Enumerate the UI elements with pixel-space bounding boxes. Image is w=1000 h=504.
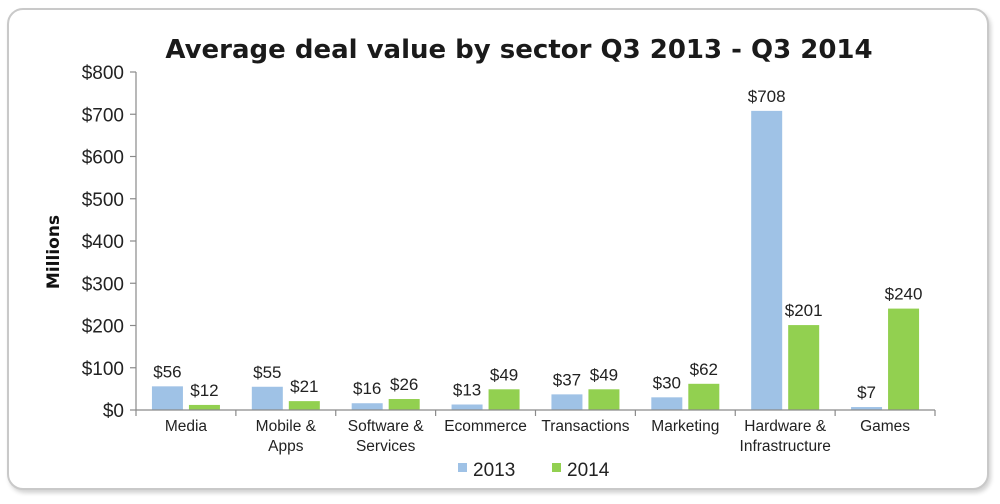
- bar-2014: [688, 383, 720, 410]
- x-tick-label: Transactions: [541, 418, 629, 435]
- chart-title: Average deal value by sector Q3 2013 - Q…: [165, 35, 872, 65]
- data-label-2014: $49: [590, 365, 618, 384]
- y-tick-label: $800: [82, 63, 124, 84]
- x-tick-label: Software & Services: [348, 418, 424, 455]
- data-label-2014: $201: [785, 301, 823, 320]
- x-tick-label: Marketing: [651, 418, 719, 435]
- x-axis: Media Mobile & Apps Software & Services Ecomm…: [135, 409, 936, 455]
- data-label-2013: $13: [453, 381, 481, 400]
- bar-2014: [388, 399, 420, 410]
- legend-swatch-2014: [552, 463, 561, 472]
- y-tick-label: $600: [82, 148, 124, 169]
- data-label-2013: $55: [253, 363, 281, 382]
- x-tick-label: Hardware & Infrastructure: [740, 418, 831, 455]
- legend-label-2013: 2013: [473, 460, 515, 481]
- bar-2014: [488, 389, 520, 410]
- x-tick-label: Games: [860, 418, 910, 435]
- y-tick-label: $700: [82, 105, 124, 126]
- data-label-2013: $7: [857, 383, 876, 402]
- bar-2013: [351, 403, 383, 410]
- bar-2013: [851, 407, 883, 410]
- y-tick-label: $300: [82, 274, 124, 295]
- x-tick-label: Media: [165, 418, 208, 435]
- legend: 2013 2014: [458, 460, 610, 481]
- data-label-2014: $12: [190, 381, 218, 400]
- x-tick-label: Mobile & Apps: [256, 418, 317, 455]
- bar-2014: [288, 401, 320, 410]
- y-tick-label: $100: [82, 359, 124, 380]
- data-label-2013: $37: [553, 370, 581, 389]
- data-label-2014: $26: [390, 375, 418, 394]
- y-tick-label: $500: [82, 190, 124, 211]
- legend-swatch-2013: [458, 463, 467, 472]
- bar-2014: [888, 308, 920, 410]
- data-label-2013: $708: [748, 87, 786, 106]
- data-label-2013: $30: [653, 373, 681, 392]
- y-tick-label: $200: [82, 317, 124, 338]
- x-tick-label: Ecommerce: [444, 418, 527, 435]
- bar-2013: [651, 397, 683, 410]
- bar-2013: [751, 110, 783, 411]
- bar-2014: [588, 389, 620, 410]
- y-axis-label: Millions: [44, 215, 64, 289]
- y-tick-label: $400: [82, 232, 124, 253]
- data-label-2014: $21: [290, 377, 318, 396]
- y-axis: $0 $100 $200 $300 $400 $500 $600 $700 $800: [82, 63, 137, 422]
- bar-2014: [788, 325, 820, 410]
- data-label-2013: $56: [153, 362, 181, 381]
- bar-2014: [188, 404, 220, 410]
- bar-2013: [151, 386, 183, 410]
- data-label-2014: $49: [490, 365, 518, 384]
- bars-group: $56 $12 $55 $21 $16 $26 $13 $49 $37 $49 $30 $62 $708…: [151, 87, 923, 411]
- bar-2013: [251, 386, 283, 410]
- data-label-2014: $62: [690, 360, 718, 379]
- legend-label-2014: 2014: [567, 460, 610, 481]
- bar-2013: [551, 394, 583, 410]
- data-label-2013: $16: [353, 379, 381, 398]
- y-tick-label: $0: [103, 401, 124, 422]
- data-label-2014: $240: [885, 285, 923, 304]
- bar-2013: [451, 404, 483, 410]
